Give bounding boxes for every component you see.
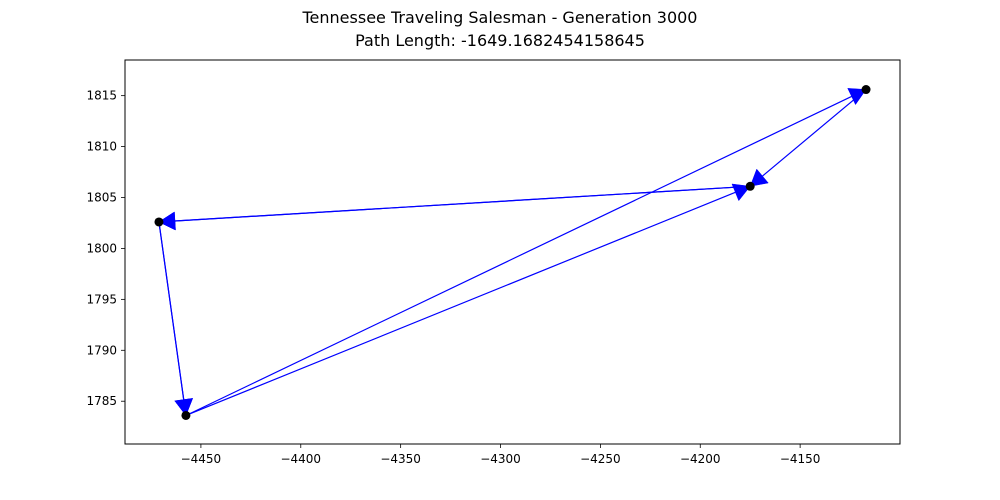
axes-frame	[124, 59, 901, 445]
x-tick-label: −4200	[680, 452, 721, 466]
x-tick-label: −4300	[480, 452, 521, 466]
x-tick-label: −4150	[780, 452, 821, 466]
y-axis: 1785 1790 1795 1800 1805 1810 1815	[86, 89, 125, 408]
path-segment	[185, 95, 852, 417]
y-tick-label: 1795	[86, 292, 117, 306]
y-tick-label: 1785	[86, 394, 117, 408]
y-tick-label: 1800	[86, 241, 117, 255]
chart-title-line-1: Tennessee Traveling Salesman - Generatio…	[302, 8, 698, 27]
city-point	[181, 410, 191, 420]
city-points	[154, 85, 871, 420]
path-segment	[185, 191, 736, 417]
x-tick-label: −4400	[280, 452, 321, 466]
y-tick-label: 1805	[86, 191, 117, 205]
path-arrowhead	[749, 168, 769, 187]
path-segment	[158, 221, 185, 400]
city-point	[154, 217, 164, 227]
path-arrowhead	[731, 183, 751, 202]
city-point	[745, 181, 755, 191]
x-tick-label: −4450	[181, 452, 222, 466]
x-tick-label: −4250	[580, 452, 621, 466]
path-arrowhead	[158, 211, 176, 231]
path-arrowhead	[174, 398, 194, 416]
city-point	[861, 85, 871, 95]
tour-path	[158, 88, 867, 417]
x-axis: −4450 −4400 −4350 −4300 −4250 −4200 −4150	[181, 444, 821, 466]
y-tick-label: 1790	[86, 343, 117, 357]
path-segment	[174, 185, 751, 222]
path-segment	[762, 89, 867, 177]
chart-title-line-2: Path Length: -1649.1682454158645	[355, 31, 645, 50]
y-tick-label: 1815	[86, 89, 117, 103]
y-tick-label: 1810	[86, 140, 117, 154]
x-tick-label: −4350	[380, 452, 421, 466]
